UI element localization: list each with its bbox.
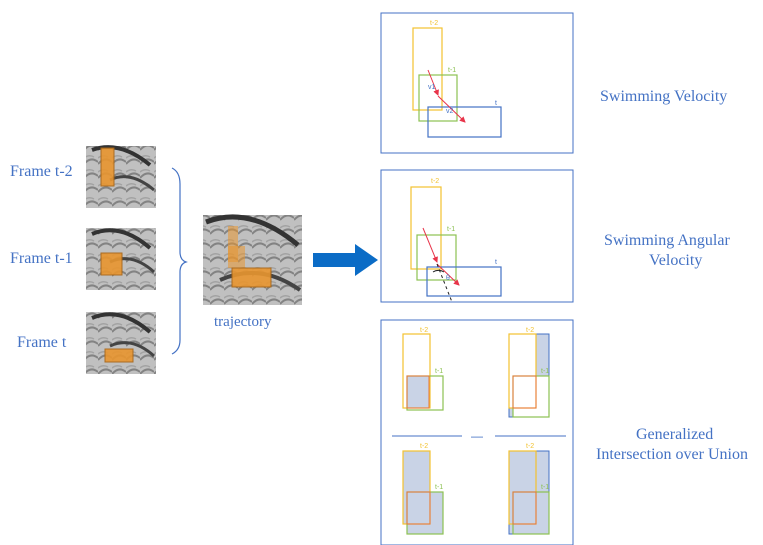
theta-label: θ — [446, 275, 450, 282]
box-t1-label: t-1 — [541, 484, 549, 491]
vector-v1 — [422, 227, 438, 263]
giou-hull-full-example: t-2 t-1 — [508, 443, 550, 535]
angular-title-line2: Velocity — [649, 252, 702, 269]
grouping-brace — [171, 167, 188, 355]
velocity-panel: t-2 t-1 t v1 v2 — [380, 12, 574, 154]
flow-arrow — [313, 244, 378, 276]
angular-panel-frame — [380, 169, 574, 303]
frame-image — [86, 228, 156, 290]
vector-v2 — [437, 95, 466, 123]
box-t1-label: t-1 — [435, 368, 443, 375]
frame-group-t: Frame t — [17, 312, 156, 374]
vector-v2 — [436, 263, 460, 286]
frame-image — [86, 312, 156, 374]
vector-v1 — [427, 69, 439, 96]
giou-title-line1: Generalized — [636, 426, 713, 443]
angle-arc — [432, 269, 445, 273]
fish-bbox — [104, 348, 134, 363]
intersection-area — [407, 376, 429, 408]
box-t1 — [418, 74, 458, 122]
box-t1-label: t-1 — [435, 484, 443, 491]
box-t — [426, 266, 502, 297]
box-t2-label: t-2 — [430, 20, 438, 27]
box-t1-label: t-1 — [447, 226, 455, 233]
box-t2-label: t-2 — [420, 327, 428, 334]
box-t1 — [416, 234, 457, 281]
fish-bbox — [100, 252, 123, 276]
fish-bbox — [100, 147, 115, 187]
angular-title-line1: Swimming Angular — [604, 232, 730, 249]
frame-group-t2: Frame t-2 — [10, 145, 156, 208]
giou-intersection-example: t-2 t-1 — [402, 327, 444, 411]
giou-hull-example: t-2 t-1 — [508, 327, 550, 418]
box-t2-label: t-2 — [526, 443, 534, 450]
giou-union-example: t-2 t-1 — [402, 443, 444, 535]
box-t1-label: t-1 — [541, 368, 549, 375]
box-t-label: t — [495, 100, 497, 107]
giou-panel: t-2 t-1 t-2 t-1 — t-2 t-1 — [380, 319, 574, 545]
trajectory-image — [203, 214, 302, 305]
frame-label: Frame t-2 — [10, 163, 73, 180]
giou-panel-frame — [380, 319, 574, 545]
giou-title-line2: Intersection over Union — [596, 446, 748, 463]
box-t-label: t — [495, 259, 497, 266]
box-t2 — [412, 27, 443, 111]
box-t1-label: t-1 — [448, 67, 456, 74]
velocity-title: Swimming Velocity — [600, 88, 727, 105]
frame-label: Frame t — [17, 334, 67, 351]
box-t — [427, 106, 502, 138]
box-t2-label: t-2 — [431, 178, 439, 185]
frame-label: Frame t-1 — [10, 250, 73, 267]
velocity-panel-frame — [380, 12, 574, 154]
box-t2-label: t-2 — [526, 327, 534, 334]
box-t2-label: t-2 — [420, 443, 428, 450]
frame-image — [86, 145, 156, 208]
box-t2 — [410, 186, 442, 270]
v2-label: v2 — [446, 108, 454, 115]
trajectory-label: trajectory — [214, 314, 272, 330]
frame-group-t1: Frame t-1 — [10, 228, 156, 290]
v1-label: v1 — [428, 84, 436, 91]
angular-panel: t-2 t-1 t θ — [380, 169, 574, 303]
minus-operator: — — [471, 429, 483, 443]
